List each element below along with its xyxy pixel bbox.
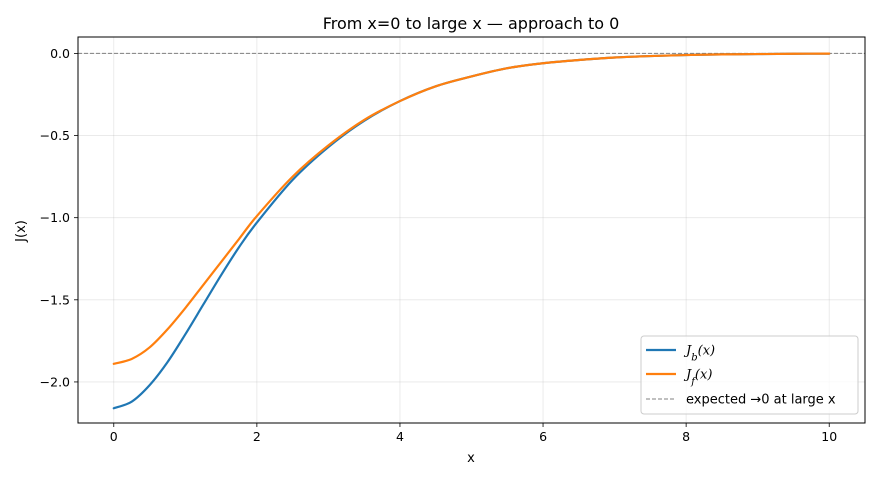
y-axis-label: J(x) — [14, 220, 29, 243]
y-tick-label: −2.0 — [40, 374, 70, 389]
y-tick-label: 0.0 — [50, 46, 70, 61]
x-tick-label: 4 — [396, 429, 404, 444]
x-tick-label: 8 — [682, 429, 690, 444]
y-tick-label: −0.5 — [40, 128, 70, 143]
legend-label: Jf(x) — [683, 368, 712, 388]
chart-title: From x=0 to large x — approach to 0 — [323, 14, 620, 33]
legend-label: Jb(x) — [683, 344, 715, 364]
legend-box — [640, 335, 859, 415]
y-tick-label: −1.0 — [40, 210, 70, 225]
series-group — [112, 52, 831, 410]
x-tick-label: 6 — [539, 429, 547, 444]
y-axis-ticks: 0.0 −0.5 −1.0 −1.5 −2.0 — [40, 46, 78, 389]
series-line-jf — [112, 52, 831, 365]
plot-frame — [77, 36, 866, 424]
x-tick-label: 10 — [821, 429, 837, 444]
legend: Jb(x) Jf(x) expected →0 at large x — [640, 335, 859, 415]
legend-label-reference: expected →0 at large x — [686, 393, 836, 408]
x-tick-label: 2 — [253, 429, 261, 444]
y-tick-label: −1.5 — [40, 292, 70, 307]
x-axis-ticks: 0 2 4 6 8 10 — [110, 423, 837, 444]
x-axis-label: x — [467, 451, 475, 466]
x-tick-label: 0 — [110, 429, 118, 444]
